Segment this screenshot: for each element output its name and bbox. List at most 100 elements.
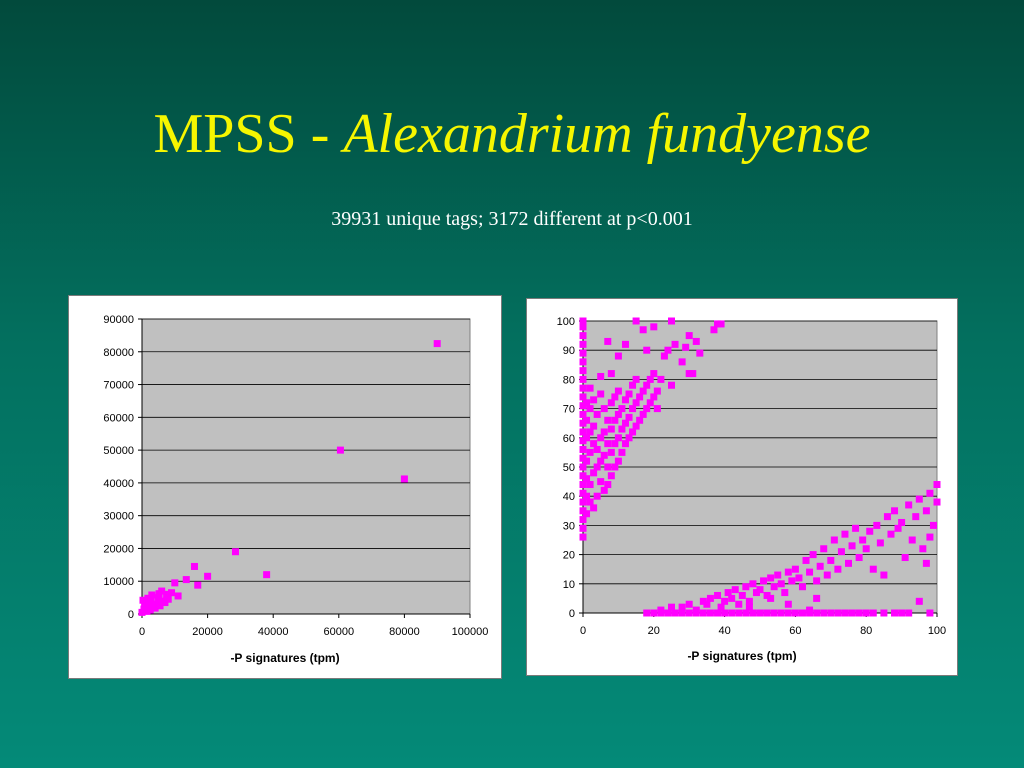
scatter-chart-full-range: 0 10000 20000 30000 40000 50000 60000 70000 8000… — [103, 314, 488, 638]
data-point — [703, 600, 711, 608]
x-tick-label: 40000 — [258, 626, 289, 638]
data-point — [643, 346, 651, 354]
data-point — [685, 332, 693, 340]
data-point — [735, 609, 743, 617]
data-point — [760, 577, 768, 585]
data-point — [579, 489, 587, 497]
data-point — [706, 609, 714, 617]
data-point — [629, 381, 637, 389]
data-point — [579, 375, 587, 383]
y-tick-label: 0 — [128, 609, 134, 621]
data-point — [593, 492, 601, 500]
data-point — [400, 475, 408, 483]
data-point — [742, 583, 750, 591]
data-point — [770, 583, 778, 591]
data-point — [933, 481, 941, 489]
data-point — [841, 530, 849, 538]
data-point — [806, 568, 814, 576]
y-tick-label: 30 — [563, 520, 575, 532]
data-point — [597, 390, 605, 398]
data-point — [625, 390, 633, 398]
data-point — [880, 571, 888, 579]
data-point — [614, 387, 622, 395]
data-point — [579, 349, 587, 357]
data-point — [710, 326, 718, 334]
x-tick-label: 100 — [928, 625, 946, 637]
data-point — [866, 527, 874, 535]
data-point — [604, 416, 612, 424]
data-point — [621, 340, 629, 348]
data-point — [579, 507, 587, 515]
chart-panel-full-range: 0 10000 20000 30000 40000 50000 60000 70000 8000… — [68, 295, 502, 679]
title-species: Alexandrium fundyense — [343, 103, 871, 165]
data-point — [926, 489, 934, 497]
x-tick-label: 20000 — [192, 626, 223, 638]
data-point — [147, 598, 155, 606]
data-point — [834, 565, 842, 573]
data-point — [579, 367, 587, 375]
data-point — [678, 603, 686, 611]
data-point — [629, 428, 637, 436]
data-point — [643, 609, 651, 617]
data-point — [728, 609, 736, 617]
data-point — [869, 609, 877, 617]
data-point — [926, 609, 934, 617]
data-point — [714, 609, 722, 617]
data-point — [883, 513, 891, 521]
data-point — [579, 419, 587, 427]
data-point — [590, 440, 598, 448]
data-point — [788, 577, 796, 585]
title-main: MPSS - — [153, 103, 344, 165]
data-point — [717, 603, 725, 611]
data-point — [600, 486, 608, 494]
data-point — [607, 425, 615, 433]
data-point — [579, 410, 587, 418]
data-point — [614, 410, 622, 418]
data-point — [901, 554, 909, 562]
data-point — [583, 457, 591, 465]
x-tick-label: 60 — [789, 625, 801, 637]
x-tick-label: 80000 — [389, 626, 420, 638]
data-point — [579, 463, 587, 471]
data-point — [164, 595, 172, 603]
data-point — [586, 448, 594, 456]
data-point — [668, 603, 675, 611]
data-point — [809, 551, 817, 559]
slide-title: MPSS - Alexandrium fundyense — [0, 102, 1024, 166]
data-point — [607, 448, 615, 456]
data-point — [848, 609, 856, 617]
data-point — [579, 498, 587, 506]
data-point — [607, 370, 615, 378]
data-point — [682, 343, 690, 351]
data-point — [579, 533, 587, 541]
data-point — [579, 384, 587, 392]
data-point — [583, 492, 591, 500]
data-point — [855, 554, 863, 562]
data-point — [717, 320, 725, 328]
data-point — [653, 387, 661, 395]
data-point — [745, 603, 753, 611]
data-point — [586, 481, 594, 489]
data-point — [579, 428, 587, 436]
data-point — [657, 375, 665, 383]
data-point — [646, 399, 654, 407]
data-point — [767, 574, 775, 582]
x-tick-label: 20 — [648, 625, 660, 637]
data-point — [632, 317, 640, 325]
data-point — [848, 542, 856, 550]
data-point — [721, 609, 729, 617]
y-tick-label: 40000 — [103, 478, 134, 490]
y-tick-label: 50000 — [103, 445, 134, 457]
data-point — [643, 381, 651, 389]
data-point — [926, 533, 934, 541]
data-point — [650, 393, 658, 401]
data-point — [862, 545, 870, 553]
data-point — [636, 393, 644, 401]
data-point — [880, 609, 888, 617]
data-point — [579, 472, 587, 480]
data-point — [148, 591, 156, 599]
data-point — [859, 536, 867, 544]
data-point — [813, 609, 821, 617]
data-point — [607, 399, 615, 407]
data-point — [145, 603, 153, 611]
